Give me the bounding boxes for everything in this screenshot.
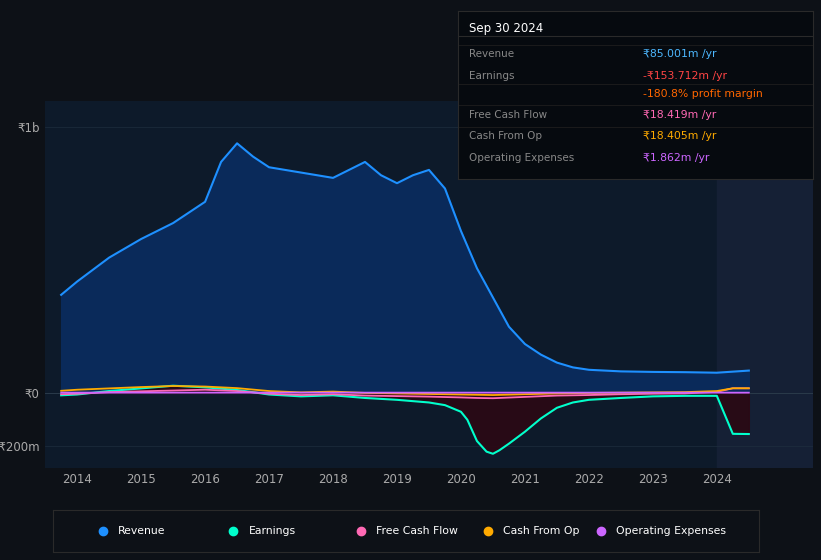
Text: ₹1.862m /yr: ₹1.862m /yr (643, 153, 709, 163)
Text: Sep 30 2024: Sep 30 2024 (469, 22, 543, 35)
Text: Free Cash Flow: Free Cash Flow (376, 526, 458, 535)
Text: -₹153.712m /yr: -₹153.712m /yr (643, 71, 727, 81)
Text: Earnings: Earnings (249, 526, 296, 535)
Text: Operating Expenses: Operating Expenses (469, 153, 574, 163)
Text: Revenue: Revenue (118, 526, 166, 535)
Text: -180.8% profit margin: -180.8% profit margin (643, 88, 762, 99)
Text: Cash From Op: Cash From Op (503, 526, 580, 535)
Text: ₹18.405m /yr: ₹18.405m /yr (643, 132, 716, 141)
Text: Cash From Op: Cash From Op (469, 132, 542, 141)
Text: Revenue: Revenue (469, 49, 514, 59)
Text: ₹18.419m /yr: ₹18.419m /yr (643, 110, 716, 119)
Bar (717, 101, 813, 468)
Text: Operating Expenses: Operating Expenses (616, 526, 726, 535)
Text: Earnings: Earnings (469, 71, 514, 81)
Text: Free Cash Flow: Free Cash Flow (469, 110, 547, 119)
Text: ₹85.001m /yr: ₹85.001m /yr (643, 49, 716, 59)
